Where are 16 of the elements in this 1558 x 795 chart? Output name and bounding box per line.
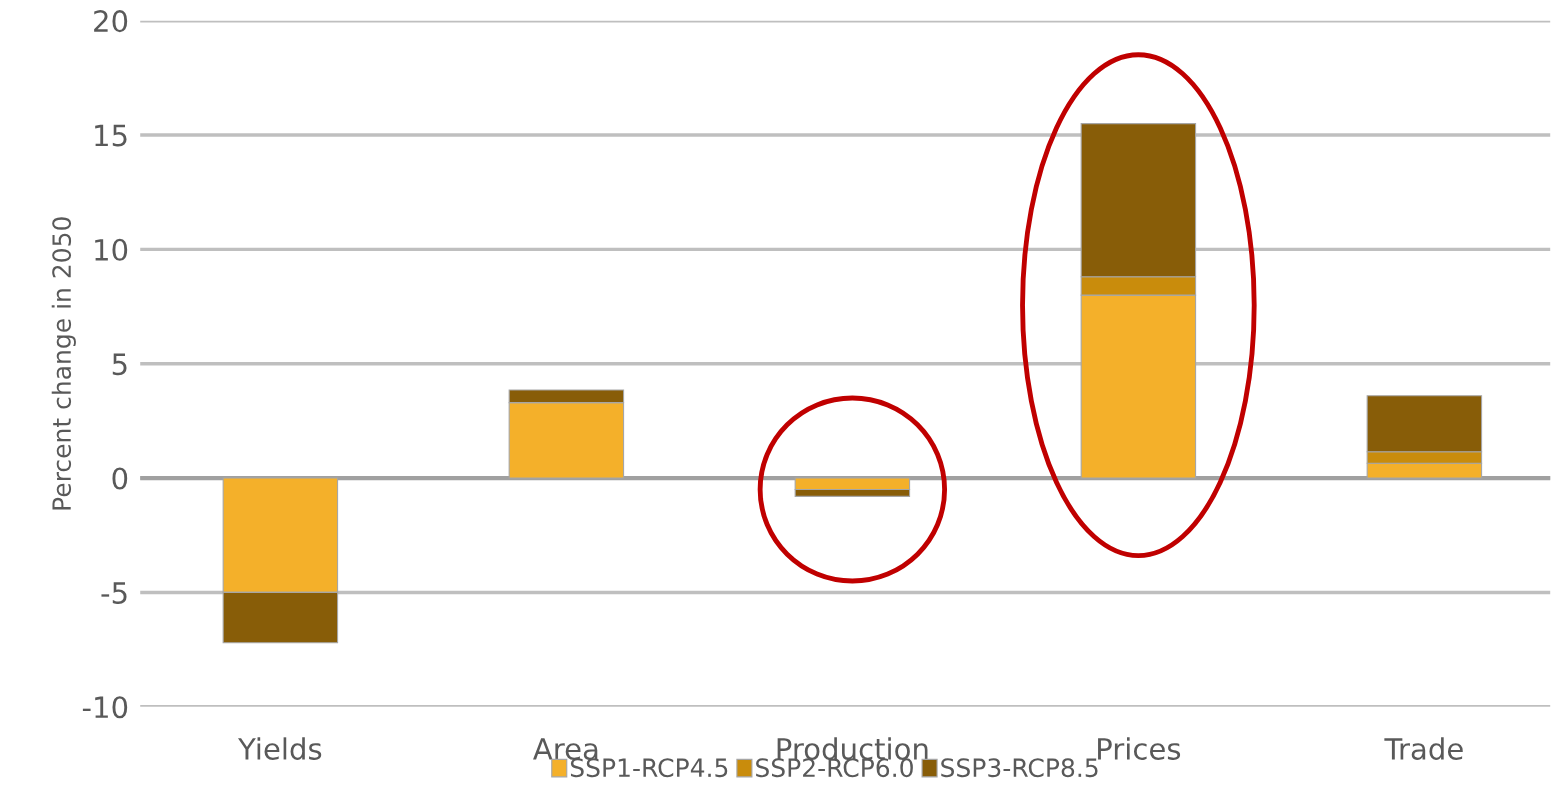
y-tick-label: -10 — [82, 696, 128, 719]
x-tick-label: Yields — [237, 737, 322, 760]
x-tick-label: Production — [777, 737, 928, 760]
y-tick-label: -5 — [101, 582, 127, 604]
legend-label: SSP3-RCP8.5 — [941, 758, 1098, 778]
legend-label: SSP1-RCP4.5 — [570, 758, 728, 778]
y-axis-title: Percent change in 2050 — [51, 217, 76, 510]
y-tick-label: 15 — [95, 124, 127, 147]
x-tick-label: Prices — [1098, 737, 1181, 760]
y-tick-label: 5 — [112, 353, 127, 376]
y-tick-label: 10 — [95, 238, 128, 261]
y-tick-label: 20 — [94, 10, 128, 33]
x-tick-label: Trade — [1384, 737, 1463, 760]
y-tick-label: 0 — [112, 467, 128, 490]
legend-label: SSP2-RCP6.0 — [756, 758, 913, 778]
x-tick-label: Area — [533, 738, 598, 760]
